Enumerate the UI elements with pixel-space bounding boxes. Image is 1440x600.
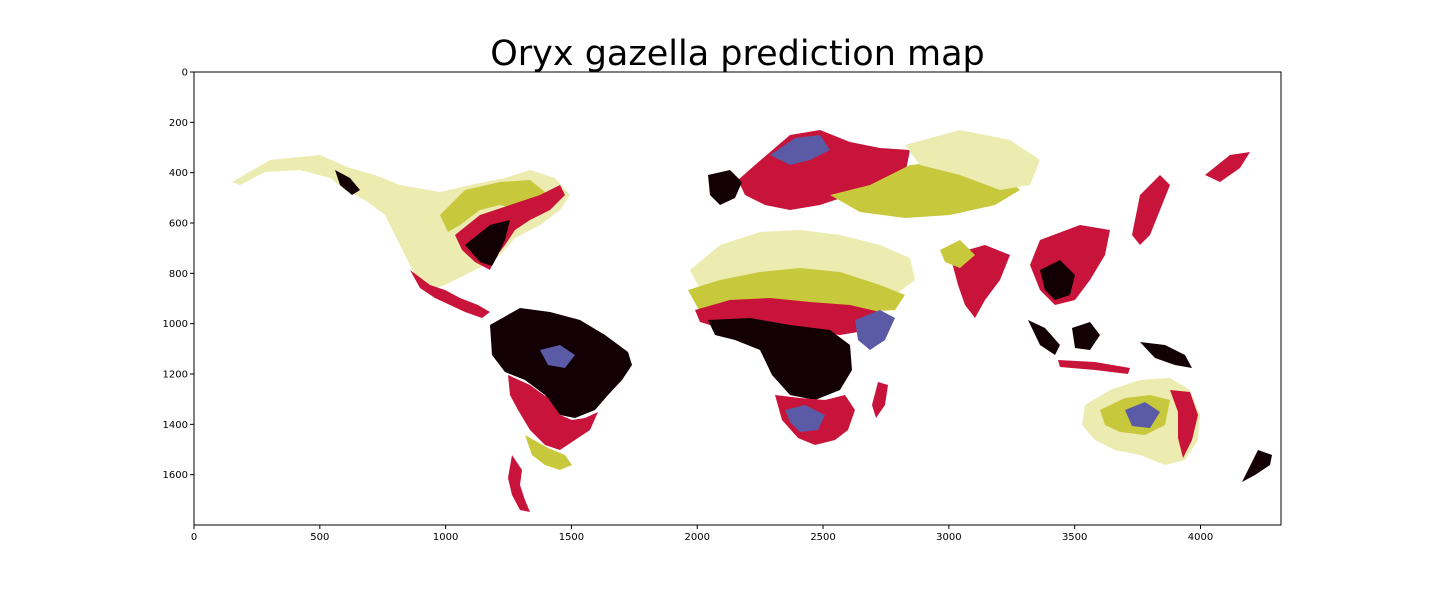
x-tick-label: 3500	[1062, 532, 1087, 543]
y-tick-label: 200	[169, 118, 188, 129]
x-tick-label: 0	[191, 532, 197, 543]
region-new-zealand	[1242, 450, 1272, 482]
region-north-america-mid	[440, 180, 545, 232]
region-borneo	[1072, 322, 1100, 350]
region-south-america-red	[508, 375, 598, 450]
region-kamchatka	[1205, 152, 1250, 182]
region-patagonia	[508, 455, 530, 512]
region-north-america-southeast	[465, 220, 510, 266]
y-tick-label: 1200	[163, 370, 188, 381]
region-scandinavia	[770, 135, 830, 165]
x-axis-ticks: 0 500 1000 1500 2000 2500 3000 3500 4000	[191, 525, 1213, 543]
region-central-america	[410, 270, 490, 318]
region-central-africa	[708, 318, 852, 400]
prediction-raster	[232, 130, 1272, 512]
region-south-america-south	[525, 435, 572, 470]
x-tick-label: 1000	[433, 532, 458, 543]
region-west-coast	[335, 170, 360, 195]
region-australia-east	[1170, 390, 1198, 458]
region-sumatra	[1028, 320, 1060, 355]
y-tick-label: 1600	[163, 470, 188, 481]
y-tick-label: 1000	[163, 319, 188, 330]
x-tick-label: 3000	[936, 532, 961, 543]
region-siberia	[905, 130, 1040, 190]
region-western-europe	[708, 170, 742, 205]
x-tick-label: 1500	[559, 532, 584, 543]
region-southern-africa-medium	[785, 405, 825, 432]
region-australia-medium	[1125, 402, 1160, 428]
y-tick-label: 400	[169, 168, 188, 179]
x-tick-label: 500	[310, 532, 329, 543]
y-tick-label: 800	[169, 269, 188, 280]
y-tick-label: 600	[169, 219, 188, 230]
y-tick-label: 1400	[163, 420, 188, 431]
chart-title: Oryx gazella prediction map	[490, 34, 985, 74]
y-tick-label: 0	[182, 68, 188, 79]
region-south-america-medium	[540, 345, 575, 368]
region-java	[1058, 360, 1130, 374]
region-east-africa	[855, 310, 895, 350]
region-japan	[1132, 175, 1170, 245]
x-tick-label: 2500	[810, 532, 835, 543]
region-new-guinea	[1140, 342, 1192, 368]
region-india-low	[940, 240, 975, 268]
region-madagascar	[872, 382, 888, 418]
x-tick-label: 4000	[1188, 532, 1213, 543]
axes-frame	[193, 71, 1282, 526]
x-tick-label: 2000	[685, 532, 710, 543]
y-axis-ticks: 0 200 400 600 800 1000 1200 1400 1600	[163, 68, 194, 481]
region-southeast-asia	[1040, 260, 1075, 300]
